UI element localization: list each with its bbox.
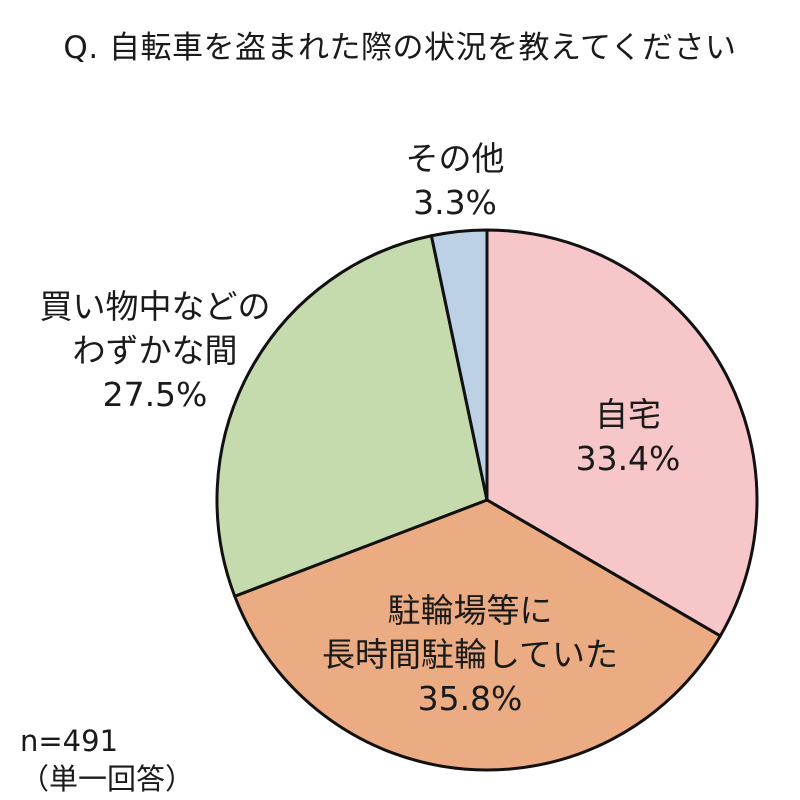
slice-label-other-value: 3.3% [413,183,497,222]
slice-label-other: その他 3.3% [360,137,550,225]
slice-label-shopping-value: 27.5% [102,375,208,414]
slice-label-home: 自宅 33.4% [528,393,728,481]
slice-label-parking: 駐輪場等に 長時間駐輪していた 35.8% [290,589,650,721]
slice-label-other-name: その他 [405,139,505,178]
slice-label-parking-value: 35.8% [417,679,523,718]
slice-shopping [215,234,489,598]
slice-label-parking-name-2: 長時間駐輪していた [321,635,618,674]
slice-label-home-value: 33.4% [575,439,681,478]
slice-home [485,228,759,638]
chart-title: Q. 自転車を盗まれた際の状況を教えてください [63,30,737,66]
slice-label-shopping-name-2: わずかな間 [72,331,238,370]
slice-parking [233,498,722,772]
sample-note: n=491 （単一回答） [20,722,194,798]
slice-label-shopping-name-1: 買い物中などの [39,287,271,326]
slice-label-home-name: 自宅 [595,395,661,434]
sample-size: n=491 [20,724,119,758]
slice-label-shopping: 買い物中などの わずかな間 27.5% [10,285,300,417]
slice-other [429,228,489,502]
answer-type: （単一回答） [20,762,195,796]
slice-label-parking-name-1: 駐輪場等に [387,591,553,630]
